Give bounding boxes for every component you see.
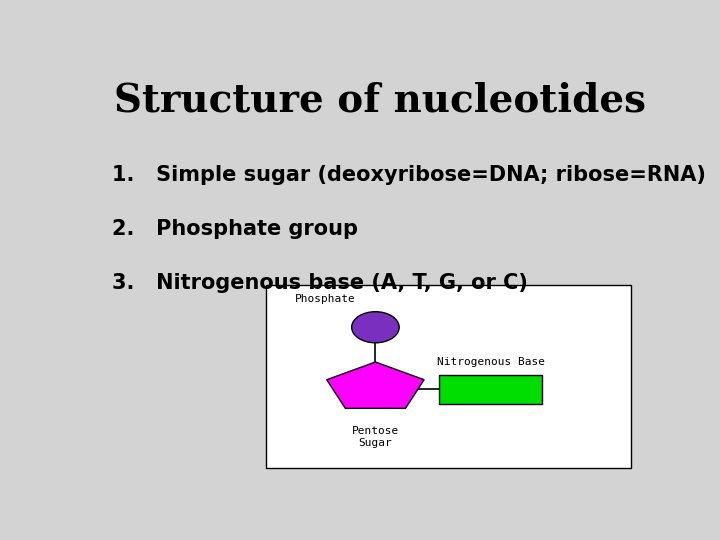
Text: 3.   Nitrogenous base (A, T, G, or C): 3. Nitrogenous base (A, T, G, or C) bbox=[112, 273, 528, 293]
Text: Nitrogenous Base: Nitrogenous Base bbox=[436, 356, 544, 367]
Text: Structure of nucleotides: Structure of nucleotides bbox=[114, 82, 646, 119]
Ellipse shape bbox=[351, 312, 399, 343]
Text: Pentose
Sugar: Pentose Sugar bbox=[352, 426, 399, 448]
Text: 1.   Simple sugar (deoxyribose=DNA; ribose=RNA): 1. Simple sugar (deoxyribose=DNA; ribose… bbox=[112, 165, 706, 185]
Text: 2.   Phosphate group: 2. Phosphate group bbox=[112, 219, 359, 239]
Polygon shape bbox=[327, 362, 424, 408]
Text: Phosphate: Phosphate bbox=[295, 294, 356, 305]
Bar bbox=[266, 285, 631, 468]
Bar bbox=[439, 375, 541, 404]
